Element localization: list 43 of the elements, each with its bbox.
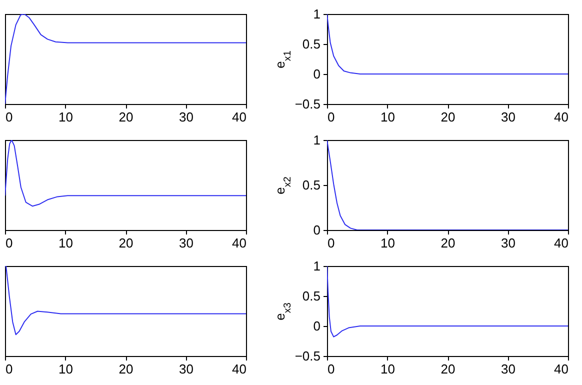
x-tick-label: 40	[554, 110, 568, 124]
x-tick-label: 40	[554, 362, 568, 376]
line-series	[327, 14, 568, 74]
y-tick-label: −0.5	[294, 96, 320, 112]
y-tick-label: 0	[313, 318, 320, 334]
x-tick-label: 30	[501, 110, 516, 124]
y-tick-label: 0.5	[302, 36, 320, 52]
x-tick-label: 30	[179, 236, 194, 250]
x-tick-label: 30	[501, 236, 516, 250]
y-tick-label: 0	[313, 222, 320, 238]
x-tick-label: 40	[232, 110, 246, 124]
x-tick-label: 40	[554, 236, 568, 250]
y-tick-label: 0	[313, 66, 320, 82]
x-tick-label: 0	[6, 110, 13, 124]
x-tick-label: 30	[179, 110, 194, 124]
x-tick-label: 20	[118, 110, 134, 124]
line-series	[327, 266, 568, 338]
x-tick-label: 30	[179, 362, 194, 376]
x-tick-label: 10	[380, 362, 395, 376]
x-tick-label: 0	[6, 236, 13, 250]
x-tick-label: 0	[6, 362, 13, 376]
x-tick-label: 0	[328, 110, 335, 124]
y-tick-label: 1	[313, 258, 320, 274]
x-tick-label: 0	[328, 362, 335, 376]
x-tick-label: 20	[440, 362, 456, 376]
x-tick-label: 20	[118, 362, 134, 376]
x-tick-label: 30	[501, 362, 516, 376]
x-tick-label: 10	[58, 110, 73, 124]
x-tick-label: 10	[380, 110, 395, 124]
x-tick-label: 20	[440, 110, 456, 124]
x-tick-label: 40	[232, 236, 246, 250]
x-tick-label: 20	[440, 236, 456, 250]
x-tick-label: 10	[58, 236, 73, 250]
x-tick-label: 20	[118, 236, 134, 250]
x-tick-label: 10	[380, 236, 395, 250]
x-tick-label: 0	[328, 236, 335, 250]
y-tick-label: 1	[313, 6, 320, 22]
y-tick-label: −0.5	[294, 348, 320, 364]
x-tick-label: 10	[58, 362, 73, 376]
y-tick-label: 0.5	[302, 288, 320, 304]
y-tick-label: 0.5	[302, 178, 320, 192]
x-tick-label: 40	[232, 362, 246, 376]
y-tick-label: 1	[313, 132, 320, 148]
